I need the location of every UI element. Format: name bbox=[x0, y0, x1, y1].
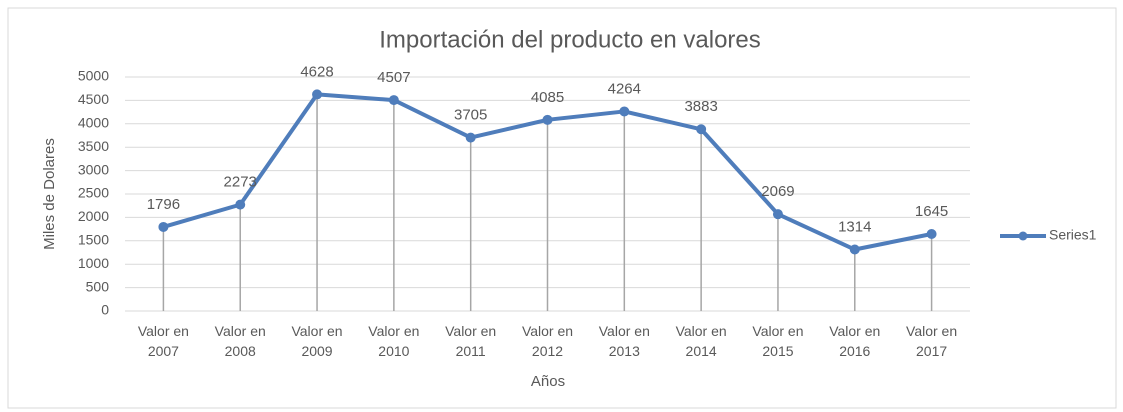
data-label: 3883 bbox=[684, 98, 717, 115]
legend-label: Series1 bbox=[1049, 227, 1097, 243]
y-tick-label: 5000 bbox=[78, 68, 109, 84]
point-marker bbox=[542, 114, 553, 125]
x-tick-label: Valor en 2014 bbox=[675, 323, 727, 359]
x-tick-label: Valor en 2013 bbox=[598, 323, 650, 359]
point-marker bbox=[388, 95, 399, 106]
data-label: 2273 bbox=[224, 174, 257, 191]
data-label: 1645 bbox=[915, 203, 948, 220]
point-marker bbox=[158, 221, 169, 232]
point-marker bbox=[465, 132, 476, 143]
y-tick-label: 4000 bbox=[78, 115, 109, 131]
chart-border bbox=[7, 7, 1117, 409]
data-label: 3705 bbox=[454, 107, 487, 124]
point-marker bbox=[772, 209, 783, 220]
x-tick-label: Valor en 2010 bbox=[368, 323, 420, 359]
y-tick-label: 1500 bbox=[78, 232, 109, 248]
x-tick-label: Valor en 2015 bbox=[752, 323, 804, 359]
x-tick-label: Valor en 2008 bbox=[214, 323, 266, 359]
y-tick-label: 500 bbox=[86, 278, 110, 294]
y-tick-label: 1000 bbox=[78, 255, 109, 271]
point-marker bbox=[235, 199, 246, 210]
point-marker bbox=[312, 89, 323, 100]
data-label: 4264 bbox=[608, 80, 641, 97]
x-tick-label: Valor en 2011 bbox=[445, 323, 497, 359]
x-tick-label: Valor en 2017 bbox=[906, 323, 958, 359]
x-tick-label: Valor en 2009 bbox=[291, 323, 343, 359]
data-label: 1314 bbox=[838, 218, 871, 235]
x-tick-label: Valor en 2016 bbox=[829, 323, 881, 359]
data-label: 4507 bbox=[377, 69, 410, 86]
y-tick-label: 0 bbox=[101, 302, 109, 318]
y-tick-label: 3000 bbox=[78, 161, 109, 177]
data-label: 4628 bbox=[300, 63, 333, 80]
y-tick-label: 2000 bbox=[78, 208, 109, 224]
x-axis-title: Años bbox=[531, 373, 565, 390]
y-axis-title: Miles de Dolares bbox=[41, 138, 58, 250]
point-marker bbox=[696, 124, 707, 135]
x-tick-label: Valor en 2007 bbox=[137, 323, 189, 359]
point-marker bbox=[926, 229, 937, 240]
y-tick-label: 3500 bbox=[78, 138, 109, 154]
point-marker bbox=[849, 244, 860, 255]
legend-marker bbox=[1018, 231, 1028, 241]
y-tick-label: 4500 bbox=[78, 91, 109, 107]
y-tick-label: 2500 bbox=[78, 185, 109, 201]
data-label: 4085 bbox=[531, 89, 564, 106]
chart-title: Importación del producto en valores bbox=[379, 26, 761, 53]
data-label: 2069 bbox=[761, 183, 794, 200]
data-label: 1796 bbox=[147, 196, 180, 213]
x-tick-label: Valor en 2012 bbox=[521, 323, 574, 359]
point-marker bbox=[619, 106, 630, 117]
